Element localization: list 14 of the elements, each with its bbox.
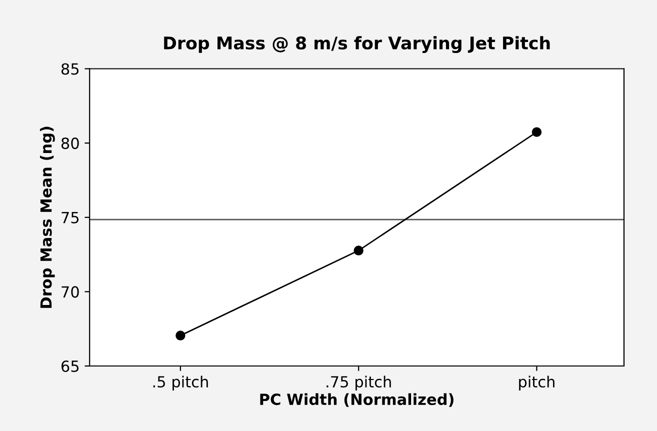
y-tick-label: 80 xyxy=(61,138,79,150)
x-tick-label: pitch xyxy=(519,376,554,391)
y-tick-label: 85 xyxy=(61,63,79,75)
y-tick-label: 75 xyxy=(62,212,79,224)
y-axis-title: Drop Mass Mean (ng) xyxy=(40,126,55,308)
x-tick-label: .75 pitch xyxy=(326,376,391,391)
x-axis-title: PC Width (Normalized) xyxy=(260,393,454,407)
x-tick-label: .5 pitch xyxy=(153,376,208,391)
y-tick-label: 70 xyxy=(62,286,79,298)
point xyxy=(532,127,542,137)
y-tick-label: 65 xyxy=(62,360,79,372)
point xyxy=(176,330,186,340)
point xyxy=(354,246,364,256)
chart-title: Drop Mass @ 8 m/s for Varying Jet Pitch xyxy=(164,36,550,54)
